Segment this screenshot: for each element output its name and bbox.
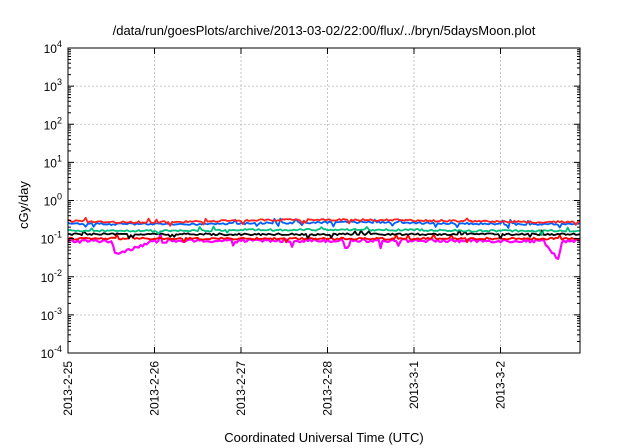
x-tick-label: 2013-2-25 — [61, 361, 75, 416]
series-line — [67, 217, 580, 229]
y-tick-labels: 10-4 10-3 10-2 10-1 100 101 102 103 104 — [41, 39, 62, 361]
y-tick-label: 100 — [44, 192, 62, 209]
y-tick-label: 10-2 — [41, 268, 62, 285]
x-tick-label: 2013-2-27 — [234, 361, 248, 416]
series-line — [67, 233, 581, 244]
y-tick-label: 102 — [44, 115, 62, 132]
series-line — [67, 216, 580, 227]
ticks — [67, 47, 580, 354]
y-tick-label: 101 — [44, 153, 62, 170]
x-tick-label: 2013-3-1 — [407, 361, 421, 409]
series-line — [67, 225, 580, 237]
x-tick-labels: 2013-2-25 2013-2-26 2013-2-27 2013-2-28 2013… — [61, 361, 508, 416]
x-tick-label: 2013-3-2 — [494, 361, 508, 409]
x-tick-label: 2013-2-28 — [321, 361, 335, 416]
y-tick-label: 10-4 — [41, 344, 62, 361]
y-tick-label: 104 — [44, 39, 62, 56]
y-tick-label: 10-3 — [41, 306, 62, 323]
gridlines — [68, 48, 580, 353]
x-axis-label: Coordinated Universal Time (UTC) — [224, 430, 423, 445]
x-tick-label: 2013-2-26 — [148, 361, 162, 416]
y-tick-label: 10-1 — [41, 230, 62, 247]
series-layer — [67, 216, 581, 260]
series-line — [67, 233, 581, 260]
chart-title: /data/run/goesPlots/archive/2013-03-02/2… — [113, 23, 536, 38]
y-tick-label: 103 — [44, 77, 62, 94]
y-axis-label: cGy/day — [16, 181, 31, 229]
series-line — [67, 229, 580, 240]
